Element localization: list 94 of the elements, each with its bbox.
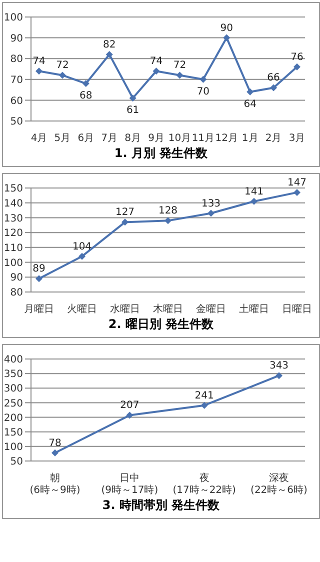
x-tick-label: 金曜日 xyxy=(196,303,226,315)
y-tick-label: 90 xyxy=(10,33,23,44)
data-label: 72 xyxy=(56,60,69,72)
x-tick-label: 水曜日 xyxy=(110,303,140,315)
y-tick-label: 200 xyxy=(4,412,23,424)
text: 3. 時間帯別 発生件数 xyxy=(101,497,221,514)
y-tick-label: 100 xyxy=(4,442,23,453)
text: 1. 月別 発生件数 xyxy=(113,145,209,162)
point xyxy=(78,252,86,260)
data-label: 89 xyxy=(32,264,46,275)
data-label: 68 xyxy=(80,90,92,102)
x-tick-label: 10月 xyxy=(168,133,192,144)
point xyxy=(52,449,58,456)
data-label: 343 xyxy=(269,360,289,372)
x-tick-label: 1月 xyxy=(242,133,258,144)
data-label: 104 xyxy=(72,241,92,252)
x-tick-label: 木曜日 xyxy=(153,303,183,315)
point xyxy=(276,372,282,380)
point xyxy=(294,188,300,196)
y-tick-label: 80 xyxy=(10,288,23,299)
point xyxy=(246,88,254,96)
point xyxy=(200,76,207,83)
x-tick-label: 日中(9時～17時) xyxy=(101,472,158,496)
x-tick-label: 朝(6時～9時) xyxy=(30,472,80,496)
x-tick-label: 深夜(22時～6時) xyxy=(250,472,308,496)
x-tick-label: 月曜日 xyxy=(24,303,54,315)
data-label: 133 xyxy=(201,198,221,210)
data-label: 141 xyxy=(244,186,264,198)
data-label: 241 xyxy=(194,390,214,402)
x-tick-label: 7月 xyxy=(101,133,118,144)
y-tick-label: 150 xyxy=(4,184,23,195)
point xyxy=(152,68,160,75)
x-tick-label: 11月 xyxy=(192,133,215,144)
text: 2. 曜日別 発生件数 xyxy=(107,316,215,333)
x-tick-label: 2月 xyxy=(265,133,282,144)
point xyxy=(129,94,136,102)
x-tick-label: 日曜日 xyxy=(282,303,312,315)
y-tick-label: 50 xyxy=(10,456,23,468)
y-tick-label: 110 xyxy=(4,242,23,254)
data-label: 72 xyxy=(173,60,186,72)
y-tick-label: 100 xyxy=(4,12,23,24)
point xyxy=(126,412,134,419)
point xyxy=(82,80,90,88)
y-tick-label: 60 xyxy=(10,96,23,107)
y-tick-label: 150 xyxy=(4,427,23,438)
data-label: 70 xyxy=(196,86,210,98)
x-tick-label: 火曜日 xyxy=(67,303,97,315)
y-tick-label: 130 xyxy=(4,213,23,224)
y-tick-label: 80 xyxy=(10,54,23,66)
point xyxy=(223,34,230,42)
x-tick-label: 夜(17時～22時) xyxy=(172,472,236,496)
x-tick-label: 12月 xyxy=(215,133,238,144)
point xyxy=(58,72,66,79)
data-label: 90 xyxy=(220,22,234,34)
x-tick-label: 6月 xyxy=(78,133,94,144)
y-tick-label: 250 xyxy=(4,398,23,410)
y-tick-label: 300 xyxy=(4,384,23,395)
data-label: 207 xyxy=(120,400,140,412)
point xyxy=(270,84,278,92)
data-label: 64 xyxy=(244,98,256,110)
data-label: 82 xyxy=(102,39,116,50)
x-tick-label: 8月 xyxy=(124,133,142,144)
point xyxy=(164,217,172,224)
point xyxy=(36,275,42,282)
x-tick-label: 9月 xyxy=(148,133,164,144)
y-tick-label: 140 xyxy=(4,198,23,210)
point xyxy=(122,218,128,226)
y-tick-label: 400 xyxy=(4,354,23,366)
x-tick-label: 土曜日 xyxy=(239,303,269,315)
y-tick-label: 90 xyxy=(10,272,23,284)
point xyxy=(294,63,300,70)
point xyxy=(208,210,214,217)
y-tick-label: 100 xyxy=(4,258,23,269)
data-label: 128 xyxy=(158,206,178,217)
data-label: 74 xyxy=(32,56,46,68)
point xyxy=(36,68,42,75)
point xyxy=(250,198,258,205)
data-label: 76 xyxy=(290,52,304,63)
data-label: 127 xyxy=(115,207,135,218)
y-tick-label: 50 xyxy=(10,116,23,128)
x-tick-label: 3月 xyxy=(288,133,306,144)
data-label: 147 xyxy=(287,177,307,188)
point xyxy=(106,50,113,58)
data-label: 78 xyxy=(48,438,62,449)
y-tick-label: 120 xyxy=(4,228,23,240)
data-label: 66 xyxy=(267,72,280,84)
x-tick-label: 5月 xyxy=(54,133,71,144)
x-tick-label: 4月 xyxy=(30,133,48,144)
y-tick-label: 70 xyxy=(10,74,23,86)
y-tick-label: 350 xyxy=(4,369,23,380)
data-label: 61 xyxy=(126,105,140,116)
point xyxy=(176,72,184,79)
point xyxy=(200,402,208,409)
data-label: 74 xyxy=(150,56,163,68)
